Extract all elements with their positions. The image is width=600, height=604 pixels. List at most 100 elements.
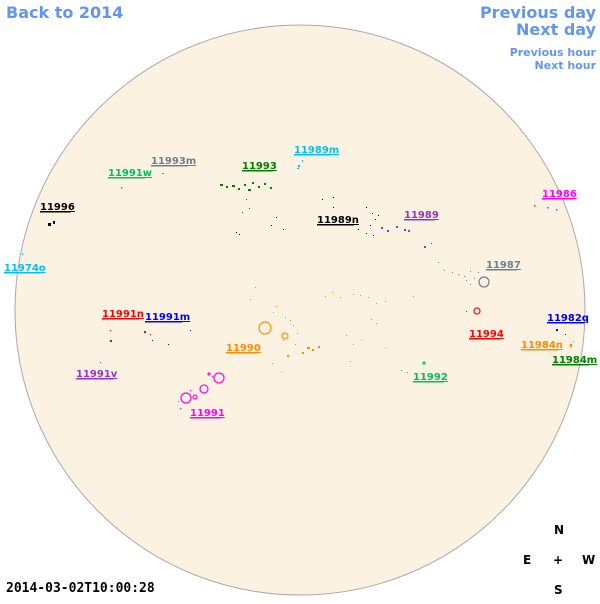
region-11986-spots: [534, 205, 558, 211]
sunspot-mark: [242, 212, 243, 213]
region-label-11991n[interactable]: 11991n: [102, 309, 144, 320]
sunspot-mark: [340, 297, 341, 298]
region-11989n-spots: [236, 197, 379, 236]
sunspot-mark: [470, 284, 471, 285]
sunspot-mark: [547, 207, 549, 209]
region-11991m-spots: [152, 330, 191, 345]
sunspot-mark: [312, 349, 314, 351]
sunspot-mark: [556, 209, 558, 211]
sunspot-mark: [246, 199, 247, 200]
sunspot-outline: [213, 372, 225, 384]
region-label-11987[interactable]: 11987: [486, 260, 521, 271]
sunspot-mark: [273, 312, 274, 313]
sunspot-mark: [376, 303, 377, 304]
compass-north: N: [554, 523, 565, 537]
sunspot-mark: [318, 346, 320, 348]
region-label-11996[interactable]: 11996: [40, 202, 75, 213]
sunspot-mark: [333, 197, 334, 198]
sunspot-mark: [239, 234, 240, 235]
compass-center: +: [553, 553, 564, 567]
region-label-11989m[interactable]: 11989m: [294, 145, 339, 156]
region-label-11992[interactable]: 11992: [413, 372, 448, 383]
sunspot-mark: [302, 352, 304, 354]
sunspot-outline: [473, 307, 481, 315]
sunspot-mark: [325, 296, 326, 297]
region-11989-spots: [381, 226, 432, 248]
sunspot-mark: [385, 347, 386, 348]
region-label-11990[interactable]: 11990: [226, 343, 261, 354]
sunspot-mark: [168, 344, 169, 345]
region-label-11974o[interactable]: 11974o: [4, 263, 46, 274]
sunspot-mark: [272, 363, 273, 364]
sunspot-mark: [271, 225, 272, 226]
sunspot-mark: [353, 294, 354, 295]
sunspot-mark: [287, 355, 289, 357]
sunspot-mark: [270, 187, 272, 189]
region-label-11993[interactable]: 11993: [242, 161, 277, 172]
sunspot-mark: [22, 253, 23, 255]
sunspot-mark: [248, 189, 251, 191]
sunspot-mark: [298, 165, 300, 167]
sunspot-mark: [466, 280, 467, 281]
previous-day-link[interactable]: Previous day: [479, 3, 596, 22]
region-label-11991m[interactable]: 11991m: [145, 312, 190, 323]
observation-timestamp: 2014-03-02T10:00:28: [6, 581, 155, 596]
region-11987-spots: [438, 262, 490, 288]
sunspot-mark: [366, 233, 367, 234]
sunspot-mark: [48, 223, 51, 226]
sunspot-mark: [252, 182, 254, 184]
sunspot-mark: [281, 372, 282, 373]
region-label-11991v[interactable]: 11991v: [76, 369, 118, 380]
sunspot-mark: [381, 227, 383, 229]
region-11984n-spots: [570, 341, 574, 347]
region-11991n-spots: [110, 330, 151, 342]
sunspot-mark: [464, 276, 465, 277]
sunspot-mark: [474, 278, 475, 279]
solar-disk: [14, 24, 586, 596]
region-label-11989[interactable]: 11989: [404, 210, 439, 221]
sunspot-mark: [565, 334, 566, 335]
sunspot-outline: [422, 361, 426, 365]
region-labels: 11993m 11989m 11991w 11993 11986 11996 11989 11…: [4, 145, 597, 419]
sunspot-mark: [360, 295, 361, 296]
next-day-link[interactable]: Next day: [516, 20, 596, 39]
sunspot-mark: [570, 344, 572, 347]
sunspot-outline: [199, 384, 209, 394]
sunspot-outline: [180, 392, 192, 404]
sunspot-features: [22, 160, 574, 409]
region-label-11984m[interactable]: 11984m: [552, 355, 597, 366]
sunspot-mark: [350, 361, 351, 362]
sunspot-mark: [466, 311, 467, 312]
sunspot-mark: [401, 370, 402, 371]
sunspot-mark: [470, 271, 471, 272]
sunspot-mark: [250, 299, 251, 300]
next-hour-link[interactable]: Next hour: [534, 59, 597, 72]
previous-hour-link[interactable]: Previous hour: [509, 46, 596, 59]
sunspot-mark: [322, 199, 323, 200]
sunspot-mark: [478, 272, 479, 273]
sunspot-mark: [255, 287, 256, 288]
sunspot-mark: [378, 215, 379, 216]
sunspot-mark: [370, 225, 371, 226]
sunspot-mark: [293, 325, 294, 326]
sunspot-mark: [431, 243, 432, 244]
region-label-11984n[interactable]: 11984n: [521, 340, 563, 351]
region-11990-spots: [250, 287, 414, 373]
region-label-11991w[interactable]: 11991w: [108, 168, 152, 179]
sunspot-mark: [121, 187, 123, 189]
sunspot-mark: [297, 168, 299, 169]
sunspot-mark: [385, 301, 386, 302]
sunspot-mark: [373, 235, 374, 236]
region-label-11989n[interactable]: 11989n: [317, 215, 359, 226]
region-label-11986[interactable]: 11986: [542, 189, 577, 200]
region-label-11991[interactable]: 11991: [190, 408, 225, 419]
region-11974o-spots: [22, 253, 23, 255]
sunspot-mark: [226, 186, 228, 188]
back-to-year-link[interactable]: Back to 2014: [6, 3, 124, 22]
region-label-11982q[interactable]: 11982q: [547, 313, 589, 324]
sunspot-mark: [376, 323, 377, 324]
sunspot-mark: [458, 274, 459, 275]
region-label-11993m[interactable]: 11993m: [151, 156, 196, 167]
region-label-11994[interactable]: 11994: [469, 329, 504, 340]
